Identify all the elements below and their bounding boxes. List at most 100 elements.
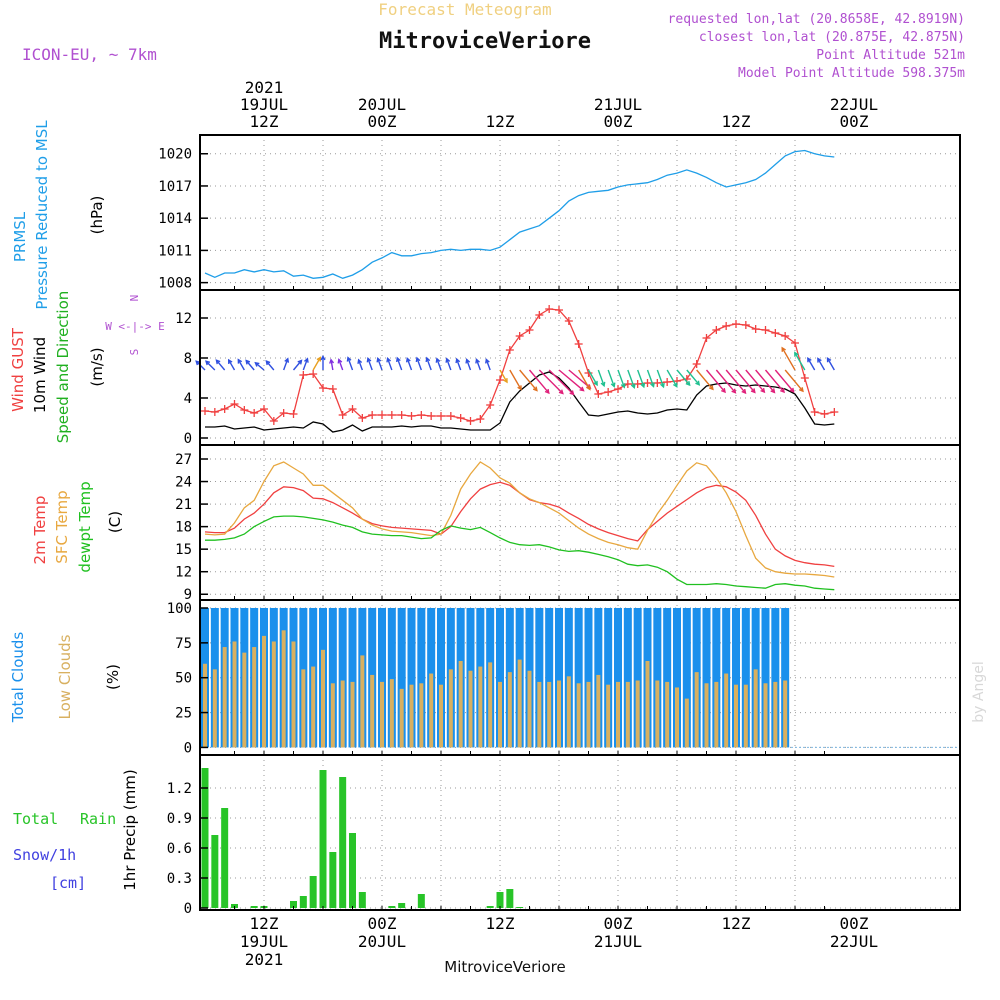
bottom-date-label: 19JUL	[240, 932, 288, 951]
wind-arrow	[745, 369, 765, 393]
wind-arrow-head	[600, 381, 606, 388]
celsius-label: (C)	[106, 511, 124, 533]
low-cloud-bar	[704, 683, 709, 748]
wind-arrow-head	[544, 388, 550, 395]
low-cloud-bar	[409, 684, 414, 748]
wind-arrow-head	[610, 382, 616, 388]
clouds-side-labels: Total Clouds Low Clouds (%)	[9, 632, 122, 724]
wind-arrow-head	[579, 386, 585, 392]
top-date-label: 19JUL	[240, 95, 288, 114]
total-cloud-bar	[623, 608, 632, 748]
low-cloud-bar	[340, 680, 345, 748]
wind-arrow	[617, 369, 625, 388]
rain-bar	[290, 901, 297, 908]
wind-arrow-head	[254, 361, 260, 367]
meteogram-subtitle: Forecast Meteogram	[378, 0, 551, 19]
low-cloud-bar	[724, 673, 729, 748]
wind-gust-line	[204, 308, 835, 422]
low-cloud-bar	[281, 630, 286, 748]
low-cloud-bar	[222, 647, 227, 748]
wind-arrow-head	[695, 380, 701, 386]
low-cloud-bar	[389, 679, 394, 748]
low-cloud-bar	[380, 681, 384, 748]
low-clouds-label: Low Clouds	[56, 634, 74, 719]
top-date-label: 22JUL	[830, 95, 878, 114]
wind-arrow	[485, 359, 491, 371]
low-cloud-bar	[321, 649, 325, 748]
wind-arrow	[245, 360, 255, 371]
low-cloud-bar	[232, 641, 237, 748]
wind-arrow	[666, 369, 678, 387]
top-time-label: 12Z	[722, 112, 751, 131]
low-cloud-bar	[616, 681, 620, 748]
wind-arrow	[347, 357, 354, 371]
low-cloud-bar	[586, 681, 591, 748]
wind-arrow-head	[455, 357, 461, 364]
bottom-time-label: 12Z	[250, 914, 279, 933]
wind-arrow-head	[569, 390, 575, 396]
wind-arrow-head	[593, 380, 598, 387]
rain-bar	[398, 903, 406, 908]
wind-arrow-head	[794, 351, 799, 357]
low-cloud-bar	[212, 669, 217, 748]
rain-bar	[299, 896, 307, 908]
low-cloud-bar	[596, 674, 601, 748]
low-cloud-bar	[655, 680, 660, 748]
low-cloud-bar	[684, 698, 689, 748]
low-cloud-bar	[429, 673, 434, 748]
wind-arrow-head	[721, 388, 726, 394]
low-cloud-bar	[399, 688, 404, 748]
rain-bar	[506, 889, 514, 908]
pressure-ytick-label: 1020	[158, 147, 192, 163]
wind-arrow-head	[215, 359, 221, 365]
wind-arrow	[755, 369, 775, 393]
wind-arrow-head	[760, 388, 766, 394]
total-cloud-bar	[535, 608, 544, 748]
pressure-ytick-label: 1011	[158, 243, 192, 259]
wind-arrow	[817, 358, 826, 371]
precip-ytick-label: 0.9	[167, 811, 192, 827]
low-cloud-bar	[311, 666, 316, 748]
station-title: MitroviceVeriore	[379, 29, 591, 54]
low-cloud-bar	[635, 680, 640, 748]
wind-arrow-head	[395, 356, 401, 363]
wind-arrow	[578, 369, 591, 390]
wind-arrow-head	[320, 354, 326, 361]
low-cloud-bar	[360, 655, 365, 748]
temp-ytick-label: 12	[175, 565, 192, 581]
wind-arrow	[587, 369, 598, 386]
wind-arrow-head	[337, 358, 343, 364]
wind-arrow-head	[558, 389, 564, 395]
low-cloud-bar	[625, 681, 630, 748]
total-cloud-bar	[417, 608, 426, 748]
wind-arrow-head	[485, 358, 490, 364]
low-cloud-bar	[458, 660, 463, 748]
low-cloud-bar	[743, 684, 748, 748]
clouds-ytick-label: 75	[175, 636, 192, 652]
bottom-time-label: 00Z	[840, 914, 869, 933]
wind-arrow	[499, 369, 508, 383]
wind-arrow	[426, 357, 432, 371]
precip-ytick-label: 0.6	[167, 841, 192, 857]
wind-arrow	[676, 369, 691, 386]
low-cloud-bar	[370, 674, 375, 748]
wind-speed-dir-label: Speed and Direction	[54, 291, 72, 444]
wind-arrow-head	[357, 358, 363, 364]
clouds-ytick-label: 100	[167, 601, 192, 617]
wind-arrow	[696, 369, 714, 390]
requested-lonlat: requested lon,lat (20.8658E, 42.8919N)	[668, 12, 965, 27]
low-cloud-bar	[498, 681, 502, 748]
point-altitude: Point Altitude 521m	[816, 48, 965, 63]
low-cloud-bar	[468, 670, 473, 748]
total-cloud-bar	[437, 608, 445, 748]
wind-arrow-head	[807, 356, 812, 363]
rain-bar	[201, 768, 209, 908]
wind-arrow-head	[640, 382, 646, 389]
wind-arrow	[735, 369, 756, 393]
rain-bar	[250, 906, 258, 908]
top-time-label: 00Z	[840, 112, 869, 131]
wind-arrow	[396, 357, 403, 371]
precip-mm-label: 1hr Precip (mm)	[121, 769, 139, 890]
total-cloud-bar	[682, 608, 691, 748]
